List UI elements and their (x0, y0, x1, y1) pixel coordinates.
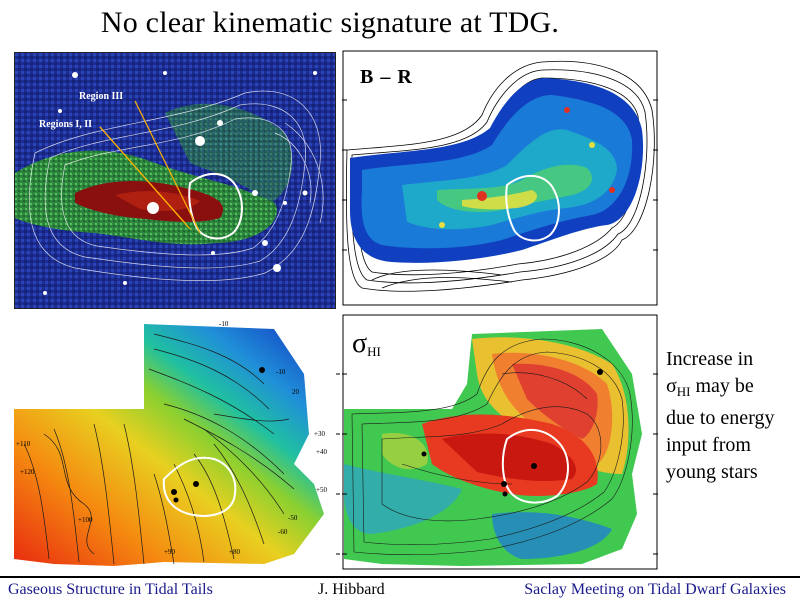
side-note: Increase in σHI may be due to energy inp… (666, 346, 798, 486)
sigma-subscript: HI (367, 344, 381, 359)
region-iii-label: Region III (79, 91, 124, 102)
velocity-field-map: -10 -10 20 +30 +40 +50 -50 -60 +110 +120… (14, 314, 340, 570)
velocity-field-panel: -10 -10 20 +30 +40 +50 -50 -60 +110 +120… (14, 314, 340, 570)
sigma-hi-panel: σHI (342, 314, 658, 570)
sigma-symbol: σ (352, 328, 368, 359)
slide-footer: Gaseous Structure in Tidal Tails J. Hibb… (0, 576, 800, 602)
contour-label: -10 (276, 368, 286, 376)
optical-image (15, 53, 335, 308)
footer-right-text: Saclay Meeting on Tidal Dwarf Galaxies (524, 581, 786, 598)
optical-image-panel: Region III Regions I, II (14, 52, 336, 309)
contour-label: -50 (288, 514, 298, 522)
side-note-line: due to energy (666, 407, 775, 429)
slide-title: No clear kinematic signature at TDG. (100, 6, 560, 39)
contour-label: +40 (316, 448, 327, 456)
side-note-line: input from (666, 434, 751, 456)
sigma-subscript: HI (676, 384, 691, 399)
sigma-hi-label: σHI (352, 328, 381, 360)
contour-label: 20 (292, 388, 300, 396)
contour-label: +110 (16, 440, 31, 448)
contour-label: +50 (316, 486, 327, 494)
br-label: B – R (360, 66, 413, 88)
side-note-text: may be (690, 375, 754, 397)
footer-left-text: Gaseous Structure in Tidal Tails (8, 581, 213, 598)
side-note-line: σHI may be (666, 373, 798, 405)
contour-label: +100 (78, 516, 93, 524)
side-note-line: Increase in (666, 348, 754, 370)
contour-label: -60 (278, 528, 288, 536)
sigma-hi-map (342, 314, 658, 570)
contour-label: -10 (219, 320, 229, 328)
sigma-symbol: σ (666, 375, 677, 397)
regions-i-ii-label: Regions I, II (39, 119, 93, 130)
br-color-panel: B – R (342, 50, 658, 306)
contour-label: +80 (229, 548, 240, 556)
contour-label: +30 (314, 430, 325, 438)
side-note-line: young stars (666, 461, 758, 483)
br-color-map (342, 50, 658, 306)
contour-label: +120 (20, 468, 35, 476)
contour-label: +90 (164, 548, 175, 556)
footer-author: J. Hibbard (318, 581, 385, 598)
